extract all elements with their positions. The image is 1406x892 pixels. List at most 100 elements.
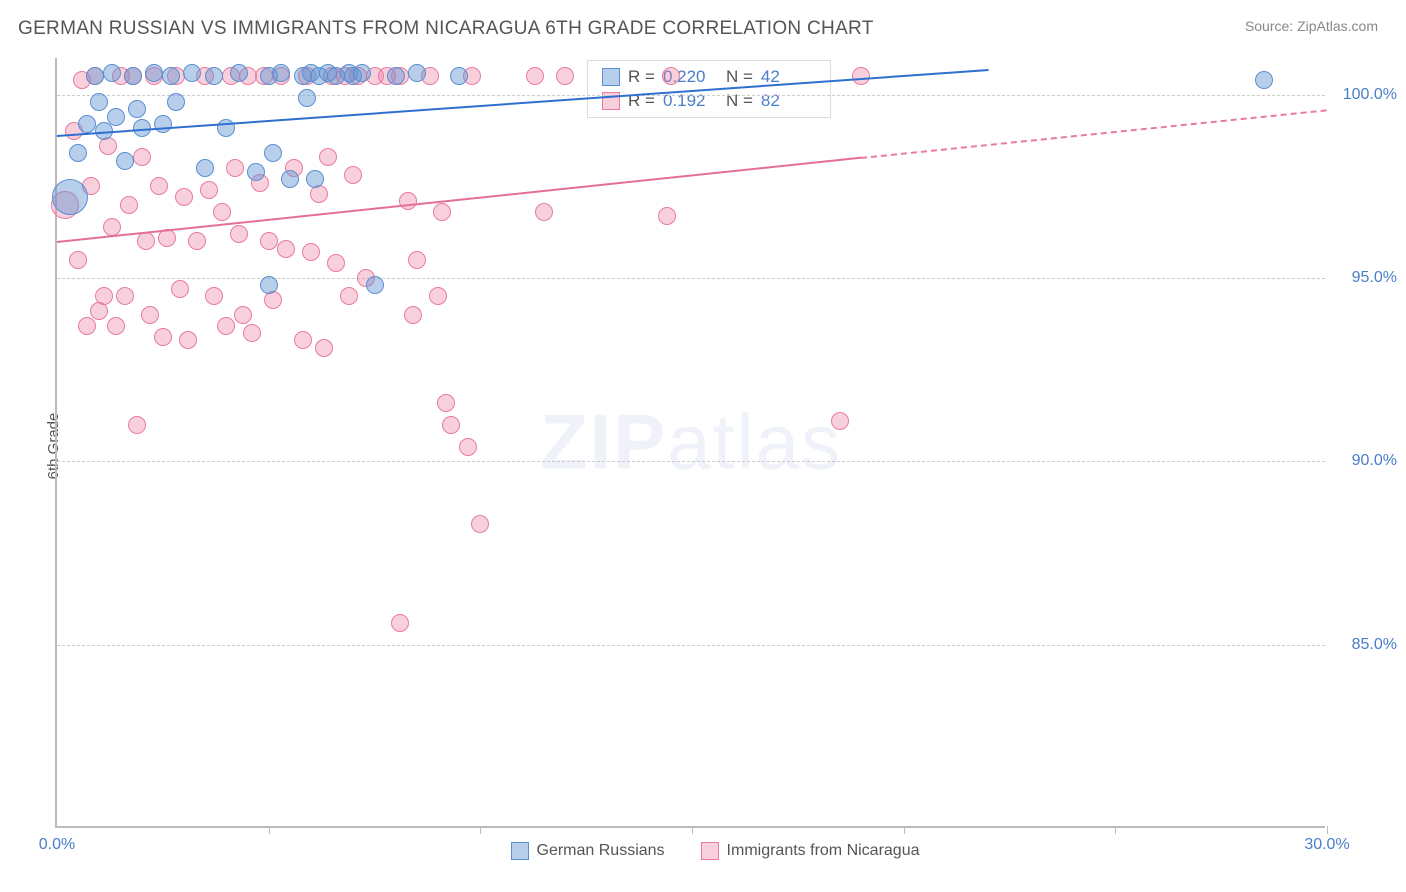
point-nicaragua (302, 243, 320, 261)
x-tick (1115, 826, 1116, 834)
point-nicaragua (391, 614, 409, 632)
point-nicaragua (171, 280, 189, 298)
point-german-russian (69, 144, 87, 162)
point-nicaragua (526, 67, 544, 85)
point-german-russian (124, 67, 142, 85)
chart-plot-area: ZIPatlas R =0.220N =42R =0.192N =82 85.0… (55, 58, 1325, 828)
legend-swatch (511, 842, 529, 860)
point-german-russian (408, 64, 426, 82)
y-tick-label: 100.0% (1343, 86, 1397, 104)
point-nicaragua (188, 232, 206, 250)
point-nicaragua (535, 203, 553, 221)
point-nicaragua (315, 339, 333, 357)
point-nicaragua (243, 324, 261, 342)
x-tick (480, 826, 481, 834)
point-nicaragua (277, 240, 295, 258)
point-german-russian (306, 170, 324, 188)
point-nicaragua (226, 159, 244, 177)
point-nicaragua (205, 287, 223, 305)
point-german-russian (264, 144, 282, 162)
point-nicaragua (128, 416, 146, 434)
point-nicaragua (69, 251, 87, 269)
point-german-russian (183, 64, 201, 82)
point-nicaragua (404, 306, 422, 324)
r-label: R = (628, 67, 655, 87)
point-nicaragua (442, 416, 460, 434)
point-nicaragua (471, 515, 489, 533)
point-nicaragua (120, 196, 138, 214)
point-nicaragua (344, 166, 362, 184)
watermark: ZIPatlas (540, 397, 842, 488)
point-german-russian (52, 179, 88, 215)
gridline (57, 461, 1325, 462)
y-tick-label: 95.0% (1352, 269, 1397, 287)
point-nicaragua (658, 207, 676, 225)
point-german-russian (205, 67, 223, 85)
legend-item: Immigrants from Nicaragua (701, 842, 920, 860)
point-nicaragua (831, 412, 849, 430)
x-tick (692, 826, 693, 834)
point-german-russian (217, 119, 235, 137)
x-tick (1327, 826, 1328, 834)
point-nicaragua (141, 306, 159, 324)
legend-item: German Russians (511, 842, 665, 860)
gridline (57, 278, 1325, 279)
x-tick (269, 826, 270, 834)
point-nicaragua (103, 218, 121, 236)
point-nicaragua (408, 251, 426, 269)
point-nicaragua (294, 331, 312, 349)
gridline (57, 95, 1325, 96)
point-nicaragua (662, 67, 680, 85)
point-german-russian (167, 93, 185, 111)
point-nicaragua (137, 232, 155, 250)
chart-source: Source: ZipAtlas.com (1245, 18, 1378, 34)
point-nicaragua (459, 438, 477, 456)
point-nicaragua (95, 287, 113, 305)
point-german-russian (281, 170, 299, 188)
point-nicaragua (399, 192, 417, 210)
point-german-russian (107, 108, 125, 126)
point-german-russian (145, 64, 163, 82)
point-nicaragua (154, 328, 172, 346)
point-nicaragua (200, 181, 218, 199)
point-nicaragua (433, 203, 451, 221)
point-nicaragua (429, 287, 447, 305)
point-nicaragua (340, 287, 358, 305)
point-german-russian (128, 100, 146, 118)
point-german-russian (260, 276, 278, 294)
point-german-russian (450, 67, 468, 85)
legend-label: Immigrants from Nicaragua (727, 842, 920, 860)
series-legend: German Russians Immigrants from Nicaragua (55, 842, 1375, 860)
point-nicaragua (213, 203, 231, 221)
point-nicaragua (260, 232, 278, 250)
legend-swatch (602, 68, 620, 86)
point-nicaragua (230, 225, 248, 243)
point-german-russian (247, 163, 265, 181)
point-nicaragua (116, 287, 134, 305)
point-nicaragua (179, 331, 197, 349)
stats-legend-row: R =0.192N =82 (588, 89, 830, 113)
point-german-russian (86, 67, 104, 85)
point-nicaragua (217, 317, 235, 335)
stats-legend-row: R =0.220N =42 (588, 65, 830, 89)
y-tick-label: 90.0% (1352, 452, 1397, 470)
point-german-russian (366, 276, 384, 294)
point-german-russian (162, 67, 180, 85)
point-german-russian (230, 64, 248, 82)
point-german-russian (154, 115, 172, 133)
point-german-russian (353, 64, 371, 82)
point-german-russian (1255, 71, 1273, 89)
point-german-russian (272, 64, 290, 82)
point-nicaragua (437, 394, 455, 412)
y-tick-label: 85.0% (1352, 636, 1397, 654)
point-nicaragua (175, 188, 193, 206)
point-nicaragua (852, 67, 870, 85)
chart-title: GERMAN RUSSIAN VS IMMIGRANTS FROM NICARA… (18, 18, 874, 40)
point-nicaragua (133, 148, 151, 166)
point-german-russian (387, 67, 405, 85)
point-nicaragua (319, 148, 337, 166)
point-german-russian (78, 115, 96, 133)
point-nicaragua (234, 306, 252, 324)
point-german-russian (90, 93, 108, 111)
point-nicaragua (107, 317, 125, 335)
